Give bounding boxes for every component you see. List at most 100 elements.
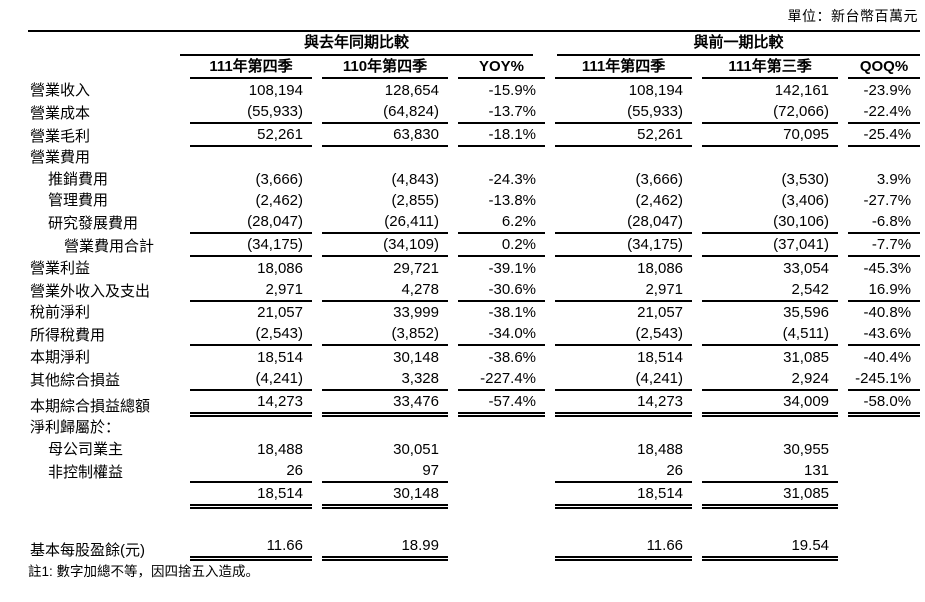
row-label-cell: 本期綜合損益總額: [28, 391, 180, 417]
value-cell: (55,933): [545, 101, 693, 124]
cell-value: 18,086: [257, 259, 303, 277]
cell-value: 108,194: [248, 81, 303, 99]
value-cell: 18,514: [545, 346, 692, 368]
cell-value: 2,924: [702, 368, 839, 391]
value-cell: 30,051: [312, 438, 448, 460]
value-cell: -245.1%: [838, 368, 921, 391]
cell-value: (4,511): [702, 323, 839, 346]
cell-value: 29,721: [393, 259, 439, 277]
table-row: 本期綜合損益總額 14,273 33,476 -57.4% 14,273 34,009 -5…: [28, 391, 921, 417]
cell-value: 52,261: [190, 124, 312, 147]
cell-value: 33,999: [393, 304, 439, 321]
footnote: 註1: 數字加總不等，因四捨五入造成。: [28, 564, 260, 579]
value-cell: -45.3%: [838, 257, 920, 279]
income-statement-table: 與去年同期比較 與前一期比較 111年第四季 110年第四季 YOY% 111年第四季…: [28, 30, 921, 561]
value-cell: (55,933): [180, 101, 312, 124]
column-header-label: 111年第三季: [702, 56, 839, 79]
value-cell: [312, 417, 448, 439]
value-cell: 131: [692, 460, 839, 483]
cell-value: 19.54: [702, 535, 839, 561]
cell-value: (28,047): [555, 211, 693, 234]
value-cell: [180, 147, 312, 169]
value-cell: 34,009: [692, 391, 839, 417]
cell-value: 31,085: [783, 348, 830, 366]
value-cell: [448, 535, 545, 561]
cell-value: -23.9%: [863, 81, 912, 99]
value-cell: 14,273: [545, 391, 693, 417]
row-label: 營業成本: [30, 104, 91, 122]
cell-value: 21,057: [257, 304, 303, 321]
value-cell: -13.8%: [448, 190, 545, 212]
value-cell: -23.9%: [838, 79, 920, 101]
row-label-cell: [28, 509, 180, 535]
value-cell: 52,261: [180, 124, 312, 147]
row-label-cell: 營業成本: [28, 101, 180, 124]
value-cell: 11.66: [180, 535, 312, 561]
cell-value: (55,933): [190, 101, 312, 124]
table-row: 營業利益 18,086 29,721 -39.1% 18,086 33,054 -45.3%: [28, 257, 920, 279]
cell-value: (34,175): [555, 234, 693, 257]
cell-value: (2,462): [255, 192, 303, 209]
row-label-cell: 營業費用合計: [28, 234, 180, 257]
cell-value: -13.8%: [488, 192, 537, 209]
cell-value: 30,148: [393, 348, 439, 366]
row-label-cell: 所得稅費用: [28, 323, 180, 346]
cell-value: 97: [322, 460, 448, 483]
value-cell: [692, 417, 838, 439]
value-cell: -34.0%: [448, 323, 546, 346]
value-cell: 4,278: [312, 279, 448, 302]
column-header-label: 111年第四季: [555, 56, 693, 79]
value-cell: [838, 509, 920, 535]
row-label-cell: 本期淨利: [28, 346, 180, 368]
value-cell: (2,543): [545, 323, 693, 346]
cell-value: 131: [702, 460, 839, 483]
cell-value: -245.1%: [848, 368, 921, 391]
cell-value: 11.66: [190, 535, 312, 561]
table-row: 本期淨利 18,514 30,148 -38.6% 18,514 31,085 -40.4%: [28, 346, 920, 368]
value-cell: -39.1%: [448, 257, 545, 279]
value-cell: (4,241): [180, 368, 312, 391]
cell-value: 63,830: [322, 124, 448, 147]
cell-value: (55,933): [555, 101, 693, 124]
value-cell: 30,148: [312, 346, 448, 368]
value-cell: (34,175): [180, 234, 312, 257]
cell-value: -34.0%: [458, 323, 546, 346]
cell-value: -22.4%: [848, 101, 921, 124]
cell-value: (3,530): [781, 170, 830, 188]
column-header-5: QOQ%: [838, 56, 921, 79]
value-cell: 108,194: [180, 79, 312, 101]
value-cell: 63,830: [312, 124, 448, 147]
cell-value: -18.1%: [458, 124, 546, 147]
value-cell: [838, 483, 920, 509]
value-cell: 18,514: [180, 346, 312, 368]
column-header-4: 111年第三季: [692, 56, 839, 79]
value-cell: 18,514: [180, 483, 312, 509]
value-cell: [838, 147, 920, 169]
unit-label: 單位：新台幣百萬元: [787, 8, 918, 24]
cell-value: 3.9%: [876, 170, 912, 188]
cell-value: 18,514: [257, 348, 303, 366]
cell-value: 6.2%: [458, 211, 546, 234]
value-cell: 2,971: [180, 279, 312, 302]
cell-value: -58.0%: [848, 391, 921, 417]
cell-value: 30,051: [393, 440, 439, 458]
cell-value: -38.1%: [488, 304, 537, 321]
cell-value: (3,852): [322, 323, 448, 346]
row-label-cell: 母公司業主: [28, 438, 180, 460]
value-cell: -15.9%: [448, 79, 545, 101]
value-cell: 18,488: [545, 438, 692, 460]
value-cell: 70,095: [692, 124, 839, 147]
row-label-cell: 其他綜合損益: [28, 368, 180, 391]
cell-value: 70,095: [702, 124, 839, 147]
table-row: 其他綜合損益 (4,241) 3,328 -227.4% (4,241) 2,924 -24…: [28, 368, 921, 391]
value-cell: 26: [180, 460, 312, 483]
table-row: 營業費用合計 (34,175) (34,109) 0.2% (34,175) (37,04…: [28, 234, 921, 257]
row-label: 所得稅費用: [30, 327, 106, 344]
row-label: 營業費用: [30, 149, 91, 166]
cell-value: 2,971: [190, 279, 312, 302]
value-cell: [545, 417, 692, 439]
cell-value: (4,241): [555, 368, 693, 391]
row-label: 營業利益: [30, 259, 91, 277]
row-label: 基本每股盈餘(元): [30, 541, 145, 559]
